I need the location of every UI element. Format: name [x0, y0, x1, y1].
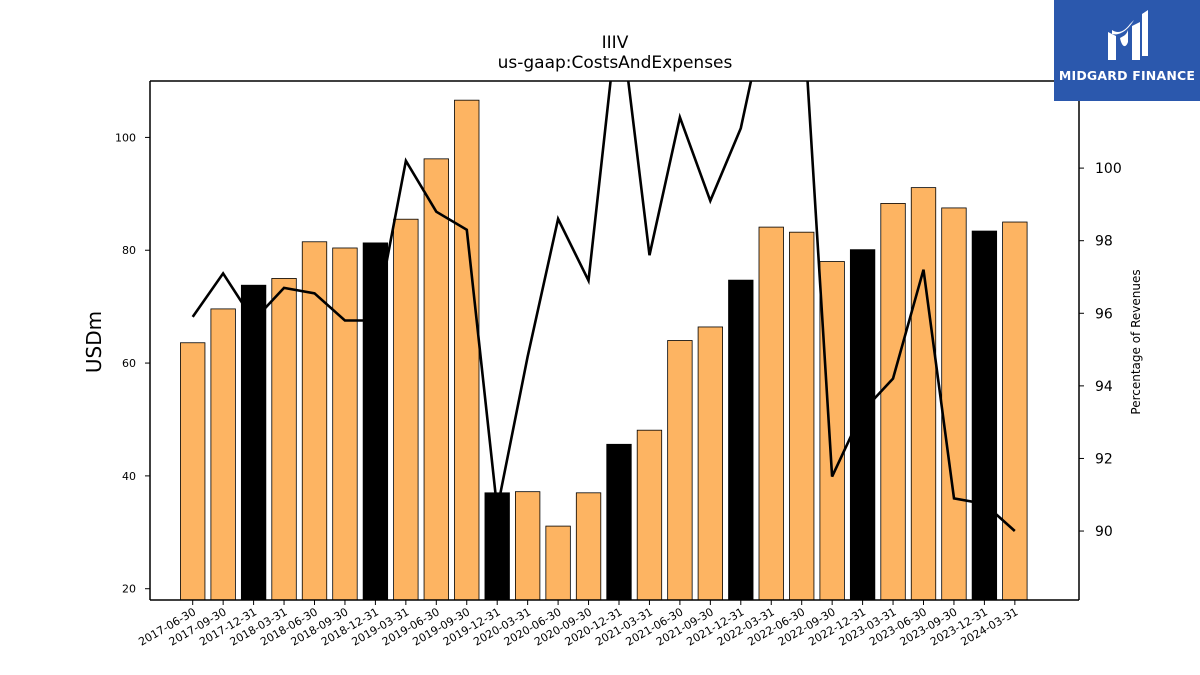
- midgard-logo-icon: [1108, 10, 1148, 60]
- bar: [910, 187, 937, 600]
- bar: [515, 491, 541, 600]
- chart-subtitle: us-gaap:CostsAndExpenses: [498, 53, 733, 73]
- bar: [758, 226, 784, 600]
- brand-logo: MIDGARD FINANCE: [1054, 0, 1200, 101]
- bar: [210, 308, 236, 600]
- bar: [423, 158, 449, 600]
- bar: [393, 218, 419, 600]
- y-axis-label: USDm: [82, 311, 106, 373]
- bar: [1002, 221, 1028, 600]
- y-tick-label: 80: [122, 244, 136, 257]
- bar: [728, 279, 754, 600]
- y2-tick-label: 96: [1095, 306, 1113, 322]
- bar: [971, 230, 998, 600]
- y2-tick-label: 98: [1095, 234, 1113, 250]
- bar: [484, 492, 510, 600]
- bar: [789, 231, 815, 600]
- bar: [606, 443, 632, 600]
- bar: [636, 429, 663, 600]
- chart-title: IIIV: [602, 33, 629, 53]
- bar: [941, 207, 967, 600]
- y-tick-label: 20: [122, 583, 136, 596]
- y2-tick-label: 94: [1095, 379, 1113, 395]
- bars-group: [180, 99, 1028, 600]
- y2-axis-label: Percentage of Revenues: [1129, 269, 1143, 414]
- line-group: [191, 81, 1016, 532]
- y-tick-label: 60: [122, 357, 136, 370]
- bar: [332, 247, 358, 600]
- bar: [240, 284, 267, 600]
- bar: [545, 525, 571, 600]
- bar: [271, 278, 297, 600]
- bar: [819, 261, 845, 600]
- bar: [667, 340, 693, 600]
- y-tick-label: 100: [115, 131, 136, 144]
- bar: [697, 326, 723, 600]
- bar: [880, 203, 906, 600]
- logo-text: MIDGARD FINANCE: [1058, 68, 1196, 83]
- y2-tick-label: 90: [1095, 524, 1113, 540]
- bar: [301, 241, 328, 600]
- bar: [362, 242, 389, 600]
- bar: [575, 492, 602, 600]
- bar: [180, 342, 206, 600]
- bar: [454, 99, 480, 600]
- bar: [849, 249, 876, 600]
- y2-tick-label: 92: [1095, 451, 1113, 467]
- y2-tick-label: 100: [1095, 161, 1122, 177]
- percentage-line: [191, 81, 1016, 532]
- y-tick-label: 40: [122, 470, 136, 483]
